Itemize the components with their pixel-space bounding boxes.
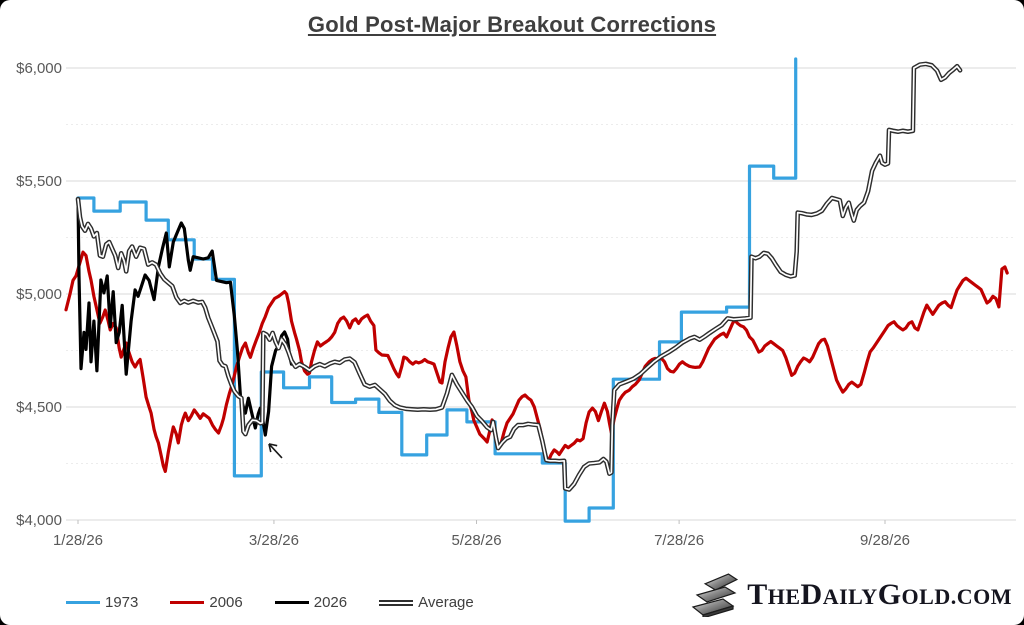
- y-axis-label: $4,000: [16, 512, 62, 529]
- site-name-part: G: [877, 578, 902, 611]
- x-axis-label: 3/28/26: [249, 532, 299, 549]
- site-name: THEDAILYGOLD.COM: [747, 580, 1012, 610]
- site-name-part: OLD: [901, 584, 951, 609]
- y-axis-label: $6,000: [16, 60, 62, 77]
- chart-legend: 1973 2006 2026 Average: [66, 594, 474, 611]
- series-line-2006: [64, 250, 1009, 473]
- annotation-arrow-icon: [268, 443, 283, 459]
- x-axis-label: 5/28/26: [451, 532, 501, 549]
- legend-swatch-average: [379, 599, 414, 606]
- chart-title: Gold Post-Major Breakout Corrections: [307, 12, 717, 37]
- legend-label: 1973: [105, 594, 139, 611]
- x-axis-label: 7/28/26: [654, 532, 704, 549]
- site-name-part: T: [747, 578, 768, 611]
- y-axis-label: $4,500: [16, 399, 62, 416]
- legend-item-average: Average: [379, 594, 474, 611]
- y-axis-label: $5,000: [16, 286, 62, 303]
- series-core-average: [77, 63, 961, 491]
- legend-swatch-2006: [170, 601, 205, 604]
- y-axis-label: $5,500: [16, 173, 62, 190]
- legend-item-2006: 2006: [170, 594, 243, 611]
- legend-item-2026: 2026: [274, 594, 348, 611]
- site-name-part: .: [950, 584, 957, 609]
- legend-swatch-1973: [66, 601, 100, 604]
- legend-item-1973: 1973: [66, 594, 138, 611]
- site-name-part: COM: [956, 584, 1012, 609]
- gold-bars-icon: [691, 573, 739, 617]
- legend-swatch-2026: [274, 601, 309, 604]
- legend-label: Average: [418, 594, 474, 611]
- site-name-part: D: [800, 578, 823, 611]
- series-line-1973: [76, 57, 798, 523]
- legend-label: 2026: [313, 594, 348, 611]
- legend-label: 2006: [209, 594, 243, 611]
- site-name-part: HE: [767, 584, 801, 609]
- x-axis-label: 1/28/26: [53, 532, 103, 549]
- site-watermark: THEDAILYGOLD.COM: [691, 573, 1012, 617]
- series-line-2026: [76, 197, 294, 437]
- x-axis-label: 9/28/26: [860, 532, 910, 549]
- site-name-part: AILY: [822, 584, 878, 609]
